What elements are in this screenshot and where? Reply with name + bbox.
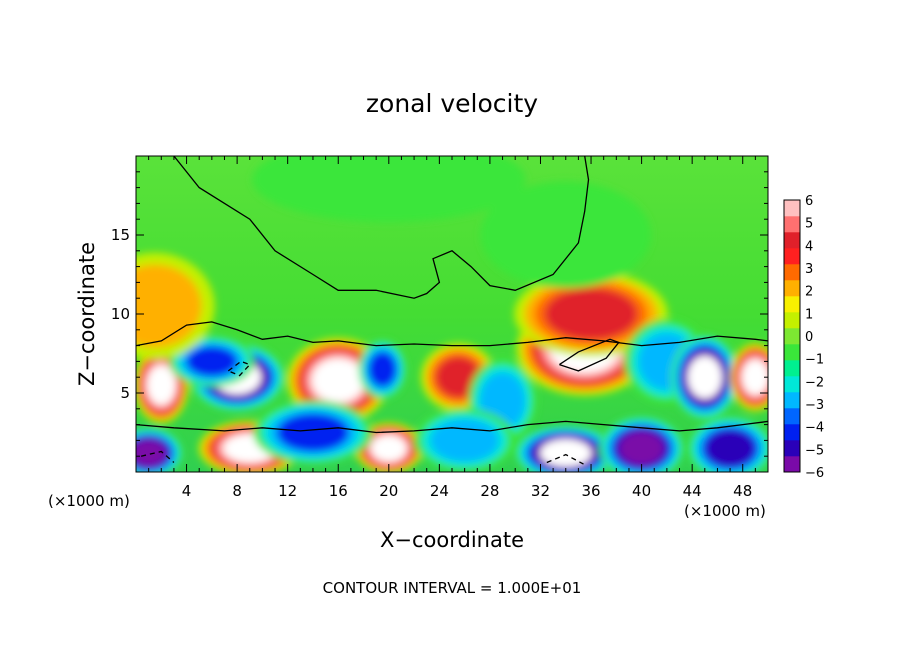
colorbar-swatch — [784, 456, 800, 473]
colorbar-tick-label: 0 — [805, 330, 813, 345]
contour-line — [136, 321, 768, 347]
colorbar-swatch — [784, 200, 800, 217]
x-tick-label: 36 — [581, 482, 600, 500]
field-feature — [252, 156, 526, 223]
x-tick-label: 4 — [182, 482, 192, 500]
x-tick-label: 8 — [232, 482, 242, 500]
field-band — [544, 288, 638, 340]
field-band — [480, 181, 652, 289]
colorbar-swatch — [784, 376, 800, 393]
y-axis-label: Z−coordinate — [75, 242, 99, 386]
colorbar-swatch — [784, 424, 800, 441]
chart-title: zonal velocity — [366, 89, 538, 118]
field-band — [430, 419, 499, 462]
x-tick-label: 28 — [480, 482, 499, 500]
field-band — [687, 355, 722, 399]
colorbar-swatch — [784, 392, 800, 409]
field-feature — [287, 337, 390, 424]
colorbar-tick-label: 6 — [805, 194, 813, 209]
colorbar-swatch — [784, 280, 800, 297]
colorbar-swatch — [784, 296, 800, 313]
contour-line — [227, 360, 251, 377]
colorbar-swatch — [784, 360, 800, 377]
x-unit-right: (×1000 m) — [684, 502, 766, 520]
colorbar: 6 5 4 3 2 1 0 −1 −2 −3 −4 −5 −6 — [783, 194, 824, 481]
colorbar-tick-label: 2 — [805, 285, 813, 300]
contour-line — [559, 338, 620, 372]
field-feature — [358, 339, 407, 400]
colorbar-tick-label: 4 — [805, 239, 813, 254]
colorbar-tick-label: −1 — [805, 353, 824, 368]
contour-lines — [136, 156, 768, 465]
field-feature — [598, 416, 685, 472]
contour-line — [140, 450, 175, 463]
field-band — [540, 439, 592, 467]
x-axis-ticks: 4 8 12 16 20 24 28 32 36 40 44 48 — [148, 156, 756, 500]
colorbar-swatch — [784, 328, 800, 345]
x-tick-label: 24 — [430, 482, 449, 500]
colorbar-tick-label: −5 — [805, 443, 824, 458]
field-band — [742, 360, 768, 395]
colorbar-tick-label: 3 — [805, 262, 813, 277]
field-feature — [687, 416, 768, 472]
contour-interval-note: CONTOUR INTERVAL = 1.000E+01 — [323, 579, 582, 597]
field-feature — [480, 181, 652, 289]
colorbar-tick-label: −3 — [805, 398, 824, 413]
field-band — [252, 156, 526, 223]
colorbar-tick-label: −4 — [805, 421, 824, 436]
colorbar-swatch — [784, 312, 800, 329]
colorbar-swatch — [784, 248, 800, 265]
x-tick-label: 32 — [531, 482, 550, 500]
contour-line — [136, 420, 768, 434]
field-band — [136, 439, 167, 467]
x-tick-label: 20 — [379, 482, 398, 500]
x-tick-label: 48 — [733, 482, 752, 500]
field-feature — [514, 271, 668, 357]
x-tick-label: 40 — [632, 482, 651, 500]
field-feature — [253, 400, 373, 465]
field-feature — [413, 408, 516, 472]
field-band — [435, 356, 481, 398]
field-feature — [670, 334, 739, 420]
field-band — [371, 435, 406, 462]
colorbar-swatch — [784, 408, 800, 425]
x-tick-label: 12 — [278, 482, 297, 500]
field-feature — [136, 427, 183, 472]
contour-line — [173, 156, 590, 299]
y-tick-label: 10 — [111, 305, 130, 323]
field-band — [277, 413, 349, 452]
y-axis-ticks: 5 10 15 — [111, 171, 768, 457]
field-feature — [729, 343, 768, 412]
field-feature — [354, 422, 423, 472]
x-unit-left: (×1000 m) — [48, 492, 130, 510]
field-band — [706, 430, 754, 467]
colorbar-tick-label: 1 — [805, 307, 813, 322]
colorbar-swatch — [784, 264, 800, 281]
colorbar-frame — [783, 199, 801, 473]
colorbar-tick-label: −6 — [805, 466, 824, 481]
x-axis-label: X−coordinate — [380, 528, 524, 552]
colorbar-swatch — [784, 216, 800, 233]
y-tick-label: 15 — [111, 226, 130, 244]
field-band — [368, 351, 397, 388]
field-band — [312, 359, 364, 402]
field-band — [186, 346, 238, 377]
x-tick-label: 44 — [683, 482, 702, 500]
contour-line — [546, 453, 584, 465]
field-band — [619, 431, 664, 466]
x-tick-label: 16 — [329, 482, 348, 500]
y-tick-label: 5 — [120, 384, 130, 402]
colorbar-tick-label: −2 — [805, 375, 824, 390]
field-band — [147, 365, 175, 405]
colorbar-tick-label: 5 — [805, 217, 813, 232]
colorbar-swatch — [784, 232, 800, 249]
colorbar-swatch — [784, 440, 800, 457]
colorbar-swatch — [784, 344, 800, 361]
